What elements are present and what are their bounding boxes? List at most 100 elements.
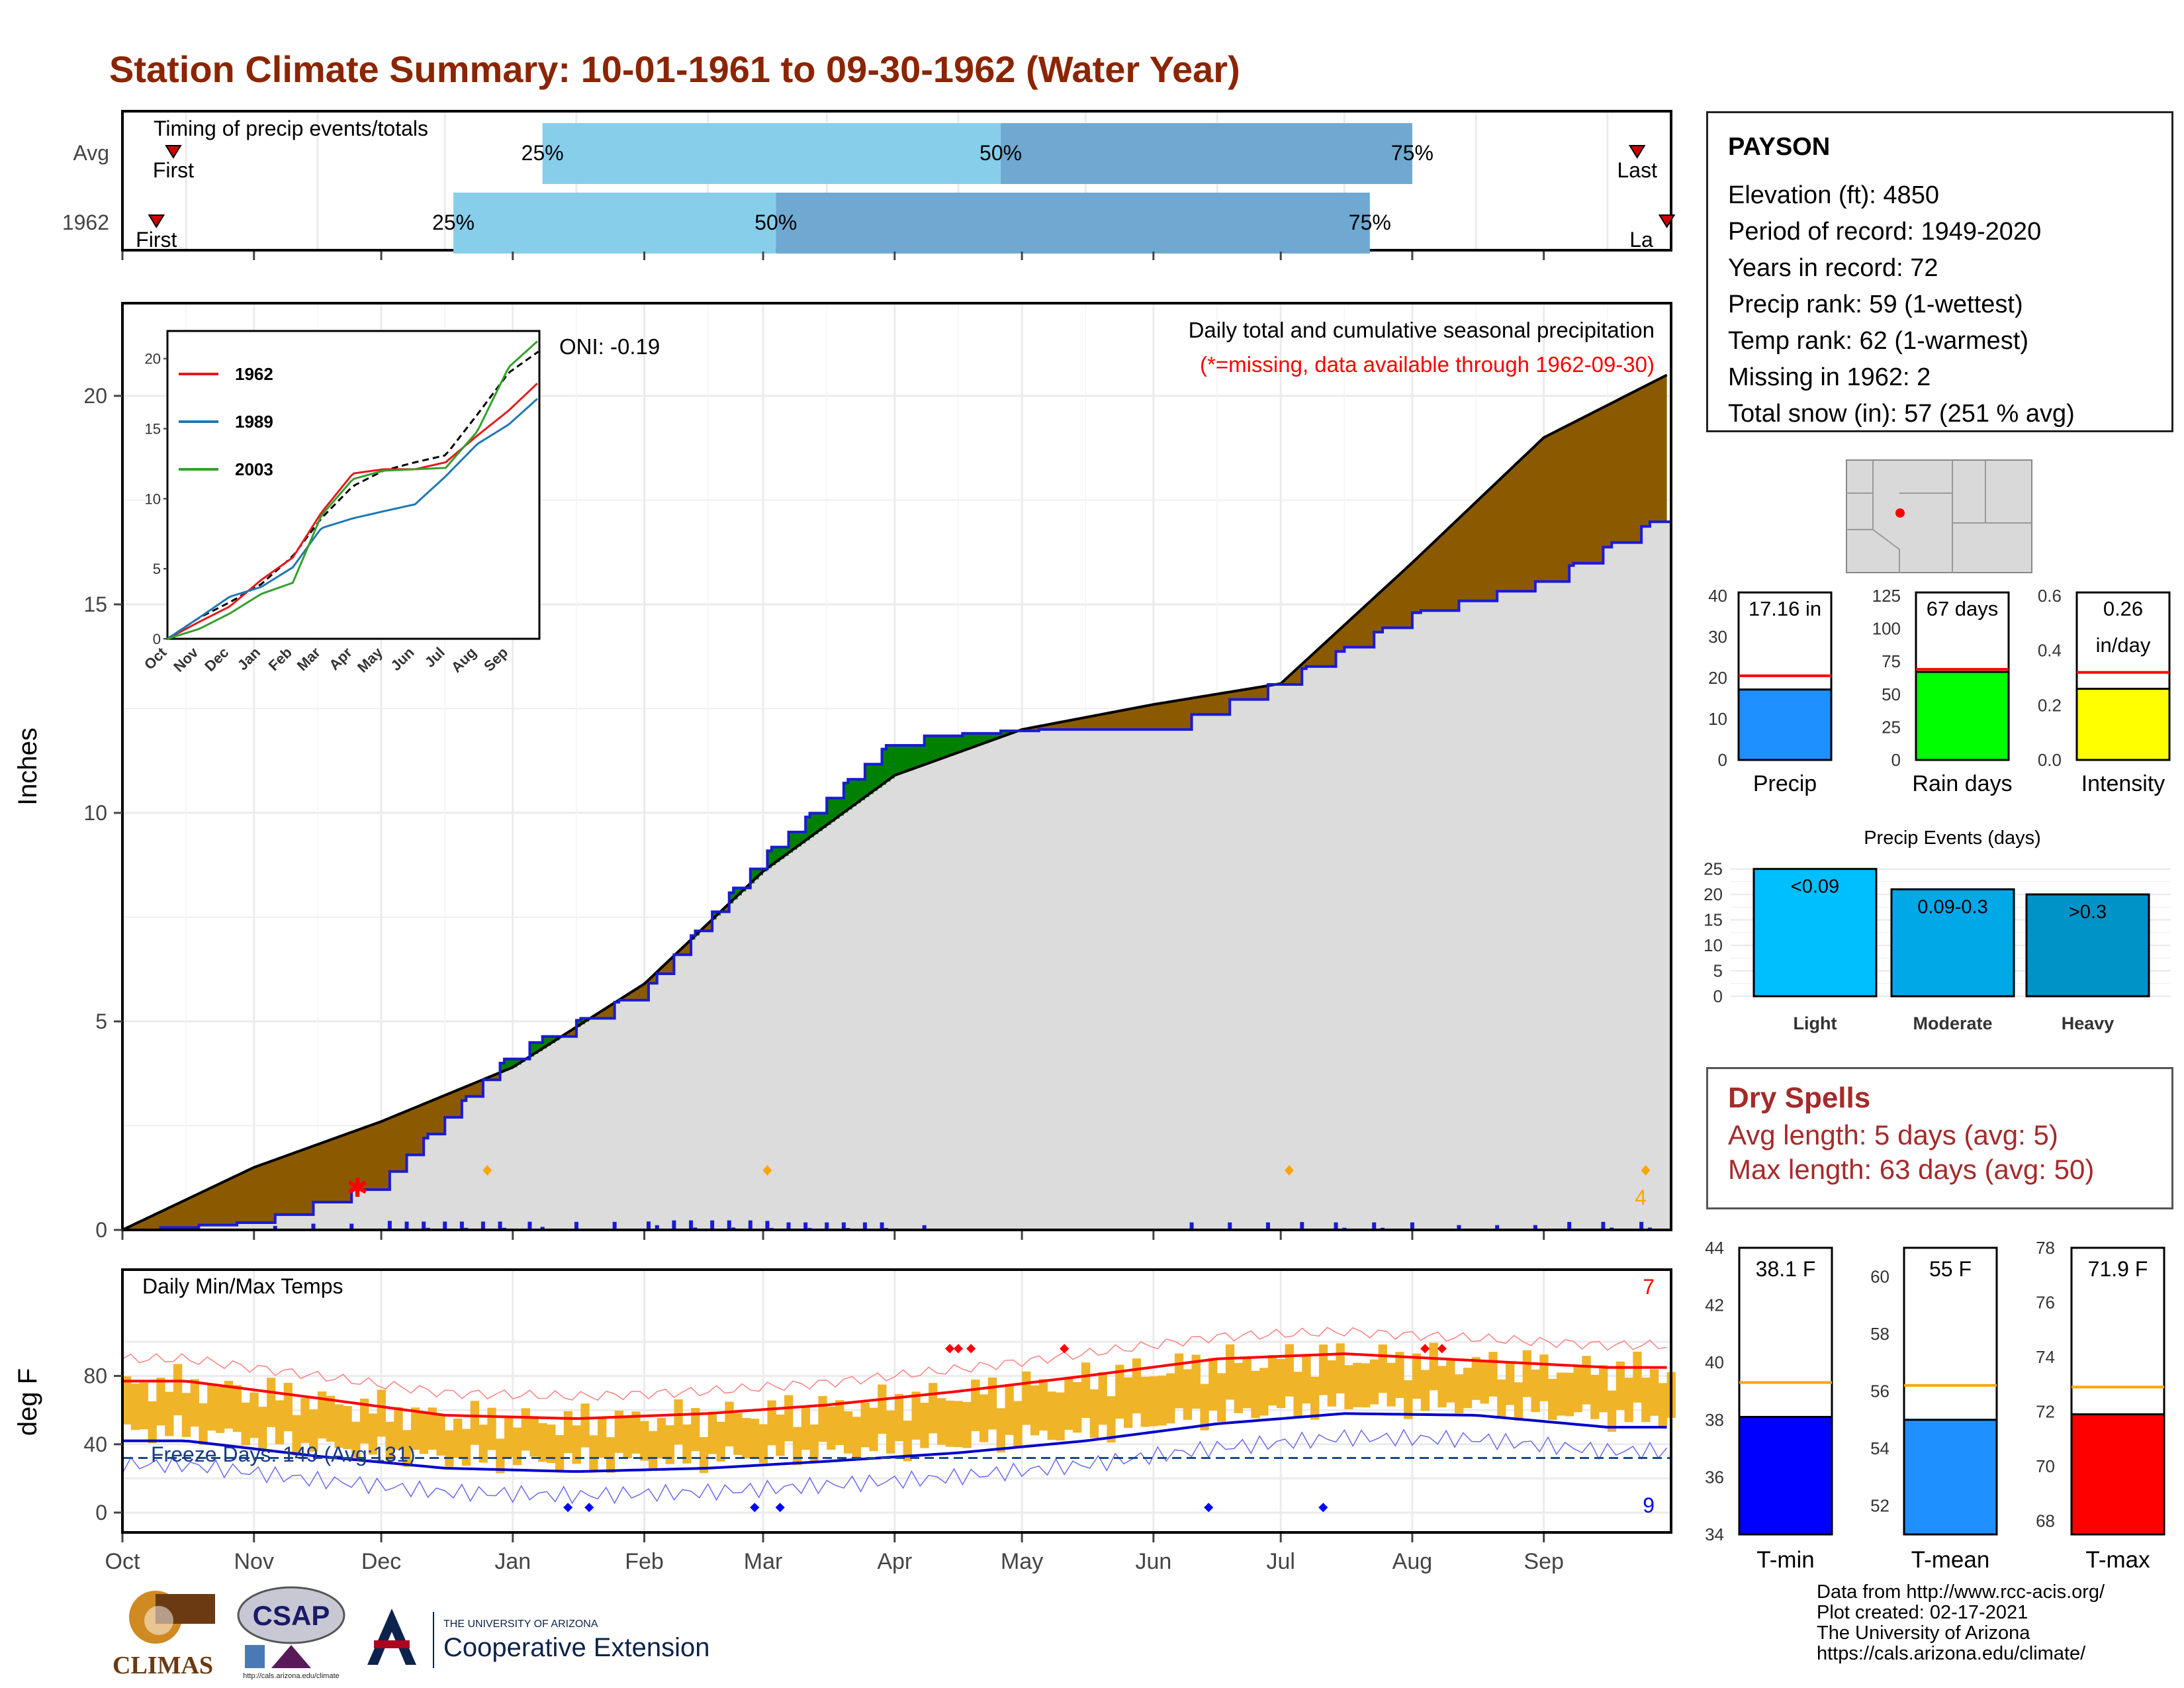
ua-extension-logo: THE UNIVERSITY OF ARIZONA Cooperative Ex… (361, 1602, 745, 1675)
daily-temp-bar (428, 1407, 437, 1450)
month-tick-label: Feb (625, 1549, 664, 1574)
daily-temp-bar (801, 1406, 811, 1450)
mini-bar-tick: 0 (1891, 750, 1901, 770)
daily-temp-bar (1149, 1376, 1158, 1427)
daily-temp-bar (750, 1419, 760, 1460)
extreme-precip-marker (482, 1165, 492, 1176)
daily-temp-bar (691, 1408, 700, 1452)
daily-temp-bar (1404, 1380, 1413, 1419)
daily-temp-bar (1336, 1343, 1345, 1393)
inset-y-tick: 20 (145, 351, 161, 367)
csap-logo: CSAP http://cals.arizona.edu/climate (232, 1582, 351, 1681)
temp-bar-tick: 38 (1705, 1410, 1724, 1430)
daily-precip-bar (880, 1222, 884, 1230)
daily-temp-bar (1531, 1369, 1540, 1413)
daily-precip-bar (1457, 1225, 1461, 1230)
daily-temp-bar (1267, 1354, 1277, 1406)
normal-max-line (122, 1352, 1667, 1420)
daily-precip-bar (1533, 1225, 1537, 1230)
daily-temp-bar (1590, 1374, 1600, 1419)
dry-spells-avg: Avg length: 5 days (avg: 5) (1728, 1119, 2058, 1150)
inset-legend-label: 2003 (235, 459, 273, 479)
first-marker (148, 214, 165, 228)
month-tick-label: Sep (1524, 1549, 1564, 1574)
timing-row-label-year: 1962 (62, 211, 109, 234)
daily-temp-bar (148, 1401, 157, 1444)
daily-temp-bar (878, 1384, 887, 1434)
daily-precip-bar (1639, 1221, 1644, 1230)
normal-cumulative-line (122, 373, 1668, 1231)
station-info-line: Elevation (ft): 4850 (1728, 181, 1939, 209)
timing-row-label-avg: Avg (73, 141, 109, 165)
daily-temp-bar (742, 1418, 751, 1459)
daily-temp-bar (1599, 1365, 1608, 1413)
daily-temp-bar (250, 1392, 259, 1438)
daily-temp-bar (818, 1395, 827, 1442)
daily-temp-bar (648, 1430, 658, 1469)
daily-temp-bar (1013, 1401, 1023, 1448)
y-tick-label: 15 (83, 592, 107, 616)
inset-y-tick: 10 (145, 491, 161, 507)
daily-temp-bar (512, 1427, 522, 1466)
daily-temp-bar (1242, 1356, 1251, 1409)
daily-precip-bar (765, 1221, 770, 1230)
mini-bar-tick: 100 (1872, 619, 1901, 639)
daily-temp-bar (1174, 1353, 1184, 1409)
daily-precip-bar (574, 1221, 578, 1230)
daily-temp-bar (1497, 1380, 1506, 1418)
daily-temp-bar (1293, 1372, 1302, 1417)
daily-precip-bar (1334, 1222, 1338, 1230)
temp-bar-value-label: 71.9 F (2088, 1257, 2148, 1281)
max-record-count: 7 (1643, 1275, 1655, 1299)
record-max-line (122, 1327, 1667, 1401)
location-map (1846, 459, 2032, 573)
month-tick-label: Oct (105, 1549, 140, 1574)
credits: Data from http://www.rcc-acis.org/ Plot … (1817, 1582, 2105, 1664)
temp-y-axis-label: deg F (13, 1368, 42, 1436)
inset-frame (166, 330, 541, 640)
events-title: Precip Events (days) (1864, 827, 2041, 849)
daily-temp-bar (1073, 1382, 1082, 1433)
daily-temp-bar (1038, 1379, 1048, 1431)
daily-temp-bar (1412, 1353, 1422, 1399)
temp-y-tick: 40 (83, 1432, 107, 1456)
daily-temp-bar (1200, 1383, 1209, 1430)
daily-temp-bar (809, 1424, 819, 1464)
daily-temp-bar (1310, 1376, 1320, 1420)
daily-temp-bar (920, 1403, 929, 1448)
daily-temp-bar (827, 1406, 836, 1450)
daily-temp-bar (572, 1425, 581, 1464)
record-min-line (122, 1429, 1668, 1505)
precip-panel: 0 5 10 15 20 Inches Daily total and cumulati… (13, 302, 1672, 1242)
daily-temp-bar (1522, 1350, 1531, 1397)
temp-panel: Daily Min/Max Temps Freeze Days: 149 (Av… (13, 252, 1676, 1574)
events-tick: 5 (1713, 961, 1723, 981)
temp-bar-value-label: 38.1 F (1756, 1257, 1816, 1281)
daily-temp-bar (1361, 1363, 1371, 1408)
ua-logo-top: THE UNIVERSITY OF ARIZONA (443, 1618, 598, 1630)
mini-bar-value (2075, 688, 2171, 761)
daily-temp-bar (496, 1438, 505, 1474)
daily-temp-bar (504, 1417, 514, 1458)
precip-y-axis-label: Inches (13, 727, 42, 806)
observed-cumulative-line (122, 520, 1671, 1231)
temp-y-tick: 80 (83, 1364, 107, 1388)
daily-temp-bar (1488, 1352, 1498, 1397)
event-bar-label: Heavy (2062, 1013, 2115, 1033)
mini-bar-tick: 20 (1708, 668, 1727, 688)
daily-temp-bar (758, 1424, 768, 1464)
station-info-line: Period of record: 1949-2020 (1728, 218, 2042, 246)
daily-precip-bar (1567, 1221, 1572, 1230)
daily-temp-bar (529, 1416, 539, 1457)
last-label: Last (1617, 158, 1657, 182)
daily-temp-bar (1191, 1354, 1201, 1409)
credit-line: Plot created: 02-17-2021 (1817, 1602, 2028, 1623)
inset-series-line (167, 383, 538, 640)
mini-bar-tick: 0 (1718, 750, 1727, 770)
daily-precip-bar (841, 1222, 846, 1230)
station-info-line: Temp rank: 62 (1-warmest) (1728, 327, 2029, 355)
mini-bar-tick: 10 (1708, 709, 1727, 729)
daily-temp-bar (1276, 1359, 1286, 1409)
daily-temp-bar (665, 1425, 674, 1464)
